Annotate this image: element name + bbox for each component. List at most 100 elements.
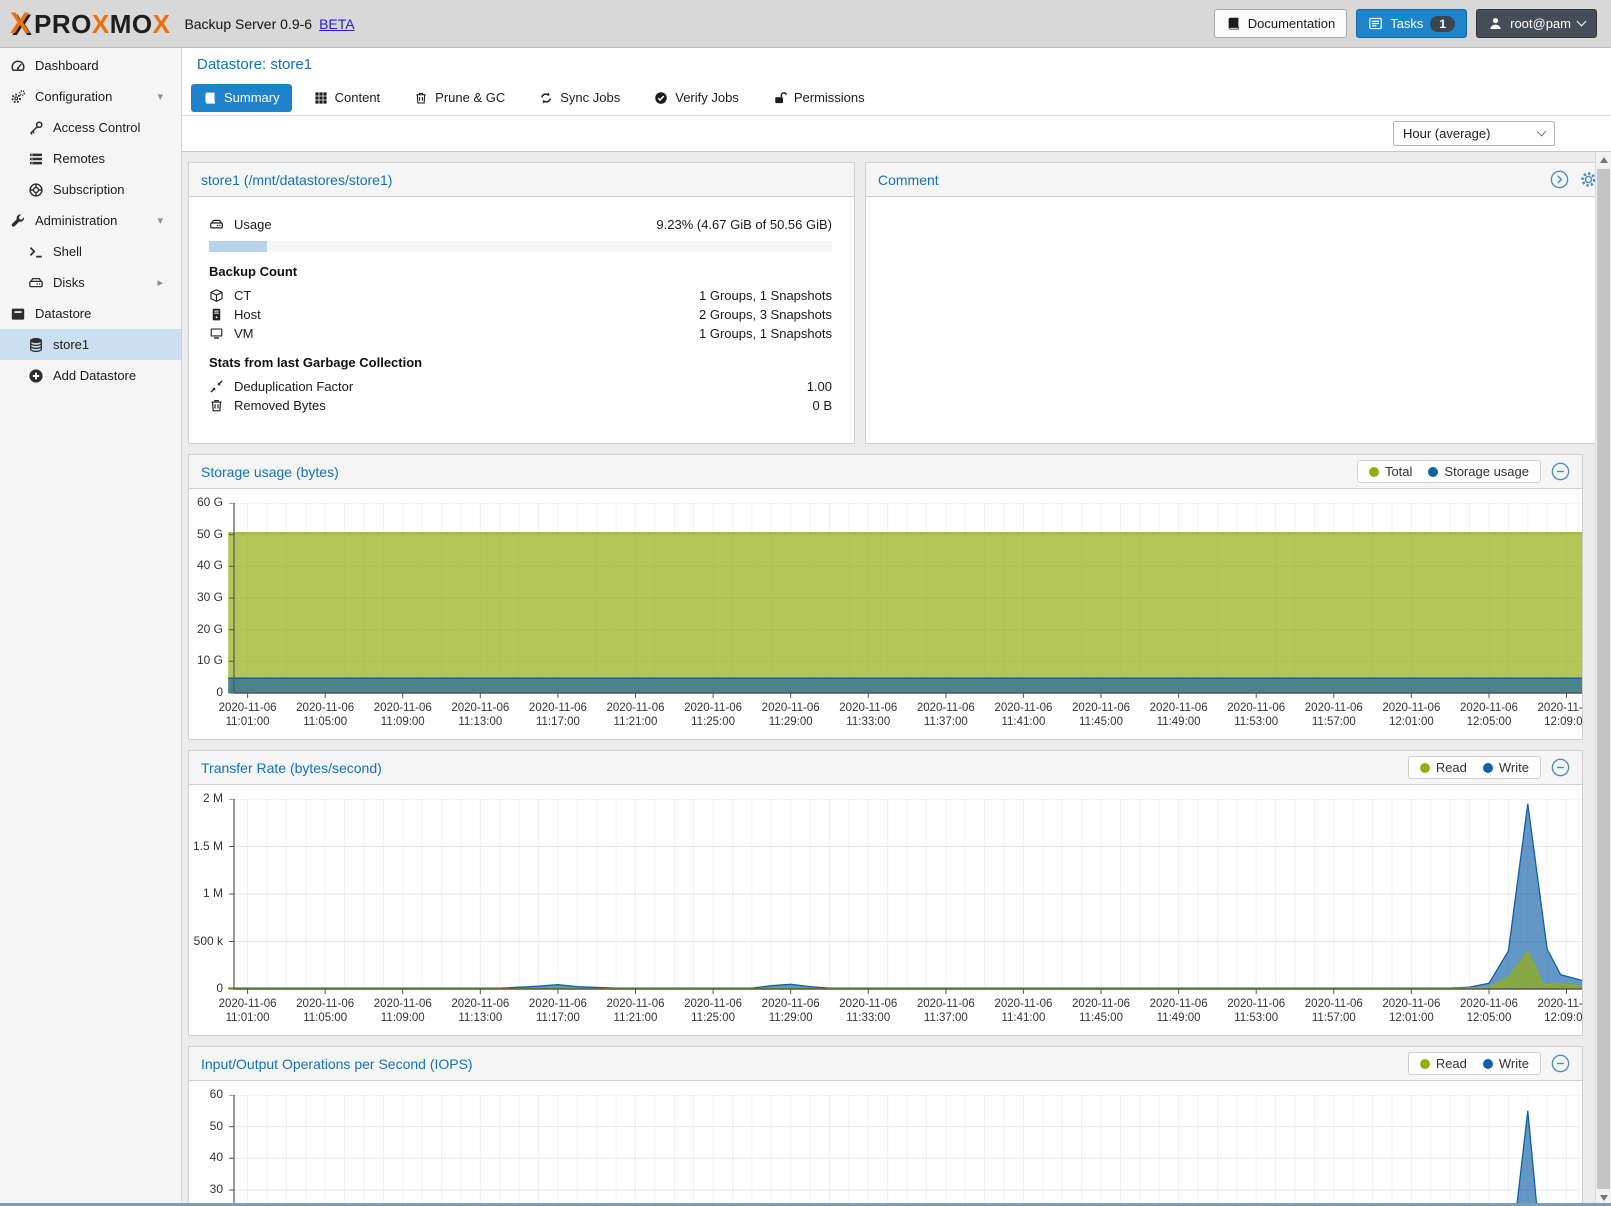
panel-header: store1 (/mnt/datastores/store1)	[189, 163, 854, 197]
sidebar: Dashboard Configuration ▾ Access Control Rem…	[0, 48, 182, 1206]
sidebar-item-dashboard[interactable]: Dashboard	[0, 50, 181, 81]
sidebar-item-label: Subscription	[53, 182, 125, 197]
hdd-icon	[209, 217, 226, 232]
caret-down-icon: ▾	[157, 91, 163, 103]
proxmox-logo: X PROXMOX	[10, 8, 170, 39]
chart-legend: Total Storage usage	[1356, 460, 1541, 483]
x-tick-label: 2020-11-06 11:57:00	[1304, 998, 1363, 1024]
tab-permissions[interactable]: Permissions	[761, 84, 877, 112]
sidebar-item-label: Shell	[53, 244, 82, 259]
terminal-icon	[28, 244, 45, 260]
x-tick-label: 2020-11-06 11:29:00	[761, 998, 820, 1024]
x-tick-label: 2020-11-06 11:49:00	[1149, 998, 1208, 1024]
main-area: Datastore: store1 Summary Content Prune & …	[182, 48, 1611, 1206]
x-tick-label: 2020-11-06 11:53:00	[1227, 702, 1286, 728]
beta-link[interactable]: BETA	[319, 15, 355, 32]
tab-sync-jobs[interactable]: Sync Jobs	[527, 84, 632, 112]
y-tick-label: 2 M	[202, 791, 223, 805]
sidebar-item-shell[interactable]: Shell	[0, 236, 181, 267]
chevron-down-icon	[1576, 16, 1587, 27]
tab-summary[interactable]: Summary	[191, 83, 292, 112]
comment-body[interactable]	[866, 197, 1610, 444]
legend-item-storage-usage[interactable]: Storage usage	[1428, 464, 1529, 479]
compress-icon	[209, 379, 226, 394]
iops-chart	[229, 1095, 1582, 1206]
collapse-icon[interactable]	[1551, 758, 1570, 777]
datastore-summary-panel: store1 (/mnt/datastores/store1) Usage 9.…	[188, 162, 855, 444]
legend-item-write[interactable]: Write	[1482, 760, 1529, 775]
legend-label: Total	[1384, 464, 1413, 479]
tab-verify-jobs[interactable]: Verify Jobs	[642, 84, 751, 112]
sidebar-item-add-datastore[interactable]: Add Datastore	[0, 360, 181, 391]
legend-item-read[interactable]: Read	[1419, 1056, 1467, 1071]
backup-count-row: VM 1 Groups, 1 Snapshots	[209, 324, 832, 343]
hdd-icon	[28, 275, 45, 291]
chart-body: 0 500 k 1 M 1.5 M 2 M 2020-11-06 11:01:00 2020…	[189, 785, 1582, 1027]
backup-count-heading: Backup Count	[209, 264, 298, 279]
sidebar-item-disks[interactable]: Disks ▸	[0, 267, 181, 298]
x-tick-label: 2020-11-06 11:53:00	[1227, 998, 1286, 1024]
legend-item-read[interactable]: Read	[1419, 760, 1467, 775]
key-icon	[28, 120, 45, 136]
legend-item-write[interactable]: Write	[1482, 1056, 1529, 1071]
check-icon	[654, 91, 668, 105]
user-icon	[1488, 16, 1503, 31]
documentation-button[interactable]: Documentation	[1213, 9, 1348, 38]
documentation-label: Documentation	[1247, 16, 1336, 31]
gc-stats-heading: Stats from last Garbage Collection	[209, 355, 423, 370]
x-tick-label: 2020-11-06 11:25:00	[684, 998, 743, 1024]
sidebar-item-access-control[interactable]: Access Control	[0, 112, 181, 143]
caret-right-icon: ▸	[157, 277, 163, 289]
panel-body: Usage 9.23% (4.67 GiB of 50.56 GiB) Back…	[189, 197, 854, 415]
sidebar-item-subscription[interactable]: Subscription	[0, 174, 181, 205]
scroll-down-arrow-icon[interactable]	[1596, 1190, 1611, 1206]
legend-dot	[1482, 1058, 1493, 1069]
chart-body: 0102030405060 2020-11-0611:01:002020-11-…	[189, 1081, 1582, 1206]
archive-icon	[10, 306, 27, 322]
sidebar-item-administration[interactable]: Administration ▾	[0, 205, 181, 236]
tasks-count-badge: 1	[1430, 15, 1456, 32]
y-tick-label: 10 G	[196, 653, 223, 668]
time-range-select[interactable]: Hour (average)	[1393, 121, 1555, 146]
x-tick-label: 2020-11-06 11:09:00	[373, 702, 432, 728]
sidebar-item-remotes[interactable]: Remotes	[0, 143, 181, 174]
database-icon	[28, 337, 45, 353]
task-list-icon	[1368, 16, 1383, 31]
vm-icon	[209, 326, 226, 341]
y-tick-label: 1.5 M	[192, 838, 223, 853]
x-tick-label: 2020-11-06 12:05:00	[1459, 702, 1518, 728]
sidebar-item-datastore[interactable]: Datastore	[0, 298, 181, 329]
x-tick-label: 2020-11-06 11:13:00	[451, 702, 510, 728]
sidebar-item-configuration[interactable]: Configuration ▾	[0, 81, 181, 112]
chart-title: Storage usage (bytes)	[201, 463, 339, 480]
wrench-icon	[10, 213, 27, 229]
sidebar-item-store1[interactable]: store1	[0, 329, 181, 360]
app-subtitle: Backup Server 0.9-6	[184, 15, 313, 32]
user-menu-button[interactable]: root@pam	[1476, 9, 1597, 38]
toolbar: Hour (average)	[182, 116, 1611, 152]
panel-header: Comment	[866, 163, 1610, 197]
expand-icon[interactable]	[1550, 170, 1569, 189]
vertical-scrollbar[interactable]	[1595, 152, 1611, 1206]
time-range-value: Hour (average)	[1403, 126, 1491, 141]
x-tick-label: 2020-11-06 11:01:00	[218, 998, 277, 1024]
y-tick-label: 50	[209, 1118, 223, 1133]
scroll-up-arrow-icon[interactable]	[1596, 152, 1611, 168]
collapse-icon[interactable]	[1551, 1054, 1570, 1073]
grid-icon	[314, 91, 328, 105]
gauge-icon	[10, 58, 27, 74]
gear-icon[interactable]	[1579, 170, 1598, 189]
x-tick-label: 2020-11-06 11:45:00	[1072, 702, 1131, 728]
tab-content[interactable]: Content	[302, 84, 393, 112]
row-label: Host	[234, 307, 261, 322]
scrollbar-thumb[interactable]	[1597, 169, 1610, 1189]
x-tick-label: 2020-11-06 11:37:00	[916, 702, 975, 728]
row-value: 1.00	[806, 379, 832, 394]
usage-progress-bar	[209, 241, 832, 252]
tab-prune-gc[interactable]: Prune & GC	[402, 84, 517, 112]
collapse-icon[interactable]	[1551, 462, 1570, 481]
user-label: root@pam	[1510, 16, 1571, 31]
tasks-button[interactable]: Tasks 1	[1356, 9, 1468, 38]
legend-item-total[interactable]: Total	[1368, 464, 1413, 479]
